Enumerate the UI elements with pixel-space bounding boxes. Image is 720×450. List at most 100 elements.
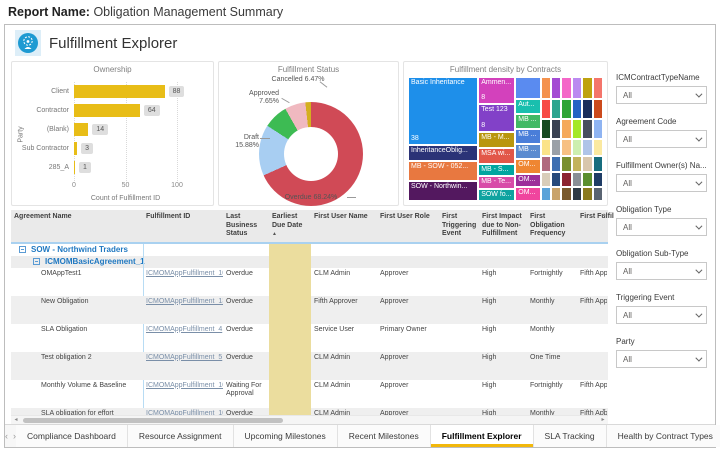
treemap-tile[interactable] (582, 187, 593, 201)
collapse-icon[interactable] (33, 258, 40, 265)
filter-dropdown[interactable]: All (616, 306, 707, 324)
column-header[interactable]: First User Role (380, 213, 430, 220)
table-cell[interactable]: ICMOMAppFulfillment_5 (146, 353, 223, 361)
scroll-right-arrow[interactable]: ▸ (601, 416, 605, 423)
scrollbar-thumb[interactable] (23, 417, 283, 423)
treemap-tile[interactable] (551, 77, 562, 100)
table-horizontal-scrollbar[interactable]: ◂ ▸ (11, 415, 608, 424)
bar[interactable] (74, 161, 76, 174)
treemap-tile[interactable]: MB - SOW - 052... (408, 161, 479, 182)
treemap-tile[interactable] (561, 187, 572, 201)
column-header[interactable]: First Obligation Frequency (530, 213, 566, 237)
treemap-tile[interactable] (561, 139, 572, 157)
tab-compliance-dashboard[interactable]: Compliance Dashboard (16, 425, 128, 447)
tab-prev-arrow[interactable]: ‹ (5, 431, 8, 441)
bar[interactable] (74, 85, 165, 98)
treemap-tile[interactable] (540, 99, 551, 120)
treemap-tile[interactable] (592, 139, 603, 157)
table-cell[interactable]: ICMOMAppFulfillment_4 (146, 325, 223, 333)
column-header[interactable]: First Triggering Event (442, 213, 477, 237)
treemap-tile[interactable] (561, 99, 572, 120)
filter-dropdown[interactable]: All (616, 350, 707, 368)
treemap-tile[interactable] (551, 156, 562, 173)
treemap-tile[interactable] (571, 172, 583, 188)
tab-sla-tracking[interactable]: SLA Tracking (533, 425, 607, 447)
treemap-tile[interactable] (582, 99, 593, 120)
treemap-tile[interactable] (571, 187, 583, 201)
treemap-tile[interactable] (515, 77, 541, 100)
treemap-tile[interactable]: MB - Te... (478, 176, 516, 189)
table-cell[interactable]: ICMOMAppFulfillment_100 (146, 409, 223, 416)
column-header[interactable]: First Impact due to Non-Fulfillment (482, 213, 522, 237)
column-header[interactable]: First User Name (314, 213, 368, 220)
treemap-tile[interactable]: MB - S... (478, 163, 516, 177)
treemap-tile[interactable] (592, 77, 603, 100)
tab-fulfillment-explorer[interactable]: Fulfillment Explorer (430, 425, 534, 447)
treemap-tile[interactable] (582, 156, 593, 173)
treemap-tile[interactable] (540, 119, 551, 139)
treemap-tile[interactable] (561, 119, 572, 139)
treemap-tile[interactable]: OM... (515, 187, 541, 201)
treemap-tile[interactable] (540, 172, 551, 188)
treemap-tile[interactable] (551, 187, 562, 201)
treemap-tile[interactable]: SOW - Northwin... (408, 181, 479, 201)
column-header[interactable]: Last Business Status (226, 213, 258, 237)
treemap-tile[interactable] (540, 156, 551, 173)
donut-ring[interactable] (259, 102, 363, 206)
treemap-tile[interactable]: OM... (515, 158, 541, 174)
treemap-tile[interactable]: MSA wi... (478, 147, 516, 164)
treemap-tile[interactable]: SOW fo... (478, 188, 516, 201)
table-cell[interactable]: ICMOMAppFulfillment_131 (146, 297, 223, 305)
treemap-tile[interactable] (561, 156, 572, 173)
filter-dropdown[interactable]: All (616, 174, 707, 192)
treemap-tile[interactable]: InheritanceOblig... (408, 145, 479, 162)
treemap-tile[interactable] (551, 139, 562, 157)
tab-resource-assignment[interactable]: Resource Assignment (127, 425, 234, 447)
treemap-tile[interactable]: MB ... (515, 129, 541, 144)
treemap-tile[interactable] (571, 139, 583, 157)
treemap-tile[interactable] (592, 99, 603, 120)
treemap-tile[interactable] (551, 119, 562, 139)
column-header[interactable]: Agreement Name (14, 213, 72, 220)
table-vertical-scrollbar[interactable]: ▴ ▾ (600, 210, 608, 415)
treemap-tile[interactable] (592, 156, 603, 173)
treemap-tile[interactable] (571, 77, 583, 100)
tab-recent-milestones[interactable]: Recent Milestones (337, 425, 431, 447)
column-header[interactable]: Fulfillment ID (146, 213, 191, 220)
treemap-tile[interactable] (561, 172, 572, 188)
treemap-tile[interactable] (582, 77, 593, 100)
column-header[interactable]: First Fulfil (580, 213, 614, 220)
collapse-icon[interactable] (19, 246, 26, 253)
table-cell[interactable]: ICMOMAppFulfillment_105 (146, 381, 223, 389)
scroll-up-arrow[interactable]: ▴ (602, 212, 606, 218)
table-cell[interactable]: ICMOMAppFulfillment_10 (146, 269, 223, 277)
treemap-tile[interactable] (540, 139, 551, 157)
treemap-tile[interactable]: Basic Inheritance 38 (408, 77, 479, 146)
treemap-tile[interactable]: MB ... (515, 114, 541, 130)
treemap-tile[interactable]: MB - M... (478, 131, 516, 148)
treemap-tile[interactable] (571, 99, 583, 120)
bar[interactable] (74, 142, 78, 155)
treemap-tile[interactable] (592, 172, 603, 188)
scrollbar-track[interactable] (21, 417, 598, 424)
treemap-tile[interactable] (571, 119, 583, 139)
filter-dropdown[interactable]: All (616, 218, 707, 236)
treemap-tile[interactable]: MB ... (515, 143, 541, 159)
scroll-down-arrow[interactable]: ▾ (602, 408, 606, 414)
treemap-tile[interactable] (551, 172, 562, 188)
treemap-tile[interactable]: Ammen... 8 (478, 77, 516, 105)
treemap-tile[interactable] (592, 119, 603, 139)
filter-dropdown[interactable]: All (616, 130, 707, 148)
tab-health-by-contract-types[interactable]: Health by Contract Types (606, 425, 720, 447)
tab-upcoming-milestones[interactable]: Upcoming Milestones (233, 425, 338, 447)
treemap-tile[interactable] (551, 99, 562, 120)
treemap-tile[interactable] (540, 77, 551, 100)
treemap-tile[interactable] (582, 139, 593, 157)
treemap-tile[interactable] (571, 156, 583, 173)
treemap-tile[interactable] (561, 77, 572, 100)
treemap-tile[interactable] (540, 187, 551, 201)
treemap-tile[interactable]: Test 123 8 (478, 104, 516, 132)
filter-dropdown[interactable]: All (616, 262, 707, 280)
bar[interactable] (74, 104, 140, 117)
treemap-tile[interactable]: Aut... (515, 99, 541, 115)
